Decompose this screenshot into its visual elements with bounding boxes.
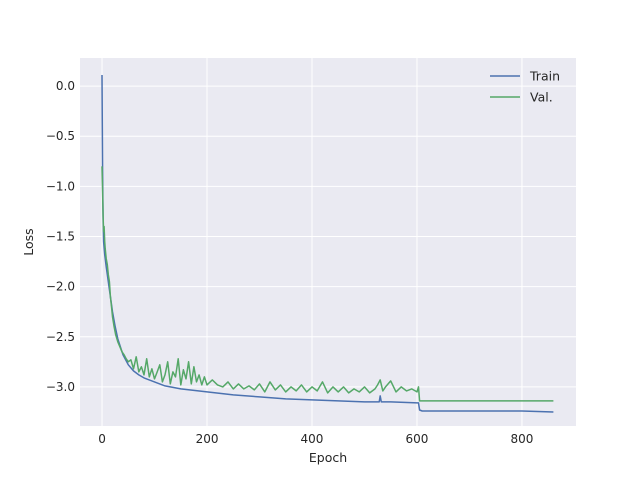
y-axis-ticks: 0.0 −0.5 −1.0 −1.5 −2.0 −2.5 −3.0	[46, 79, 75, 394]
y-tick-label: −1.5	[46, 229, 75, 243]
x-tick-label: 400	[301, 432, 324, 446]
x-tick-label: 600	[406, 432, 429, 446]
y-tick-label: −2.5	[46, 330, 75, 344]
x-tick-label: 800	[510, 432, 533, 446]
grid-lines	[80, 58, 576, 426]
y-tick-label: 0.0	[56, 79, 75, 93]
y-axis-label: Loss	[21, 228, 36, 255]
series-layer	[101, 74, 554, 413]
series-line-val	[101, 166, 554, 402]
y-tick-label: −0.5	[46, 129, 75, 143]
legend-label: Train	[529, 69, 560, 84]
legend: Train Val.	[490, 69, 560, 105]
y-tick-label: −3.0	[46, 380, 75, 394]
plot-area	[80, 58, 576, 426]
y-tick-label: −2.0	[46, 280, 75, 294]
x-tick-label: 200	[196, 432, 219, 446]
x-tick-label: 0	[98, 432, 106, 446]
x-axis-ticks: 0 200 400 600 800	[98, 432, 533, 446]
y-tick-label: −1.0	[46, 179, 75, 193]
x-axis-label: Epoch	[309, 450, 347, 465]
legend-label: Val.	[530, 90, 553, 105]
